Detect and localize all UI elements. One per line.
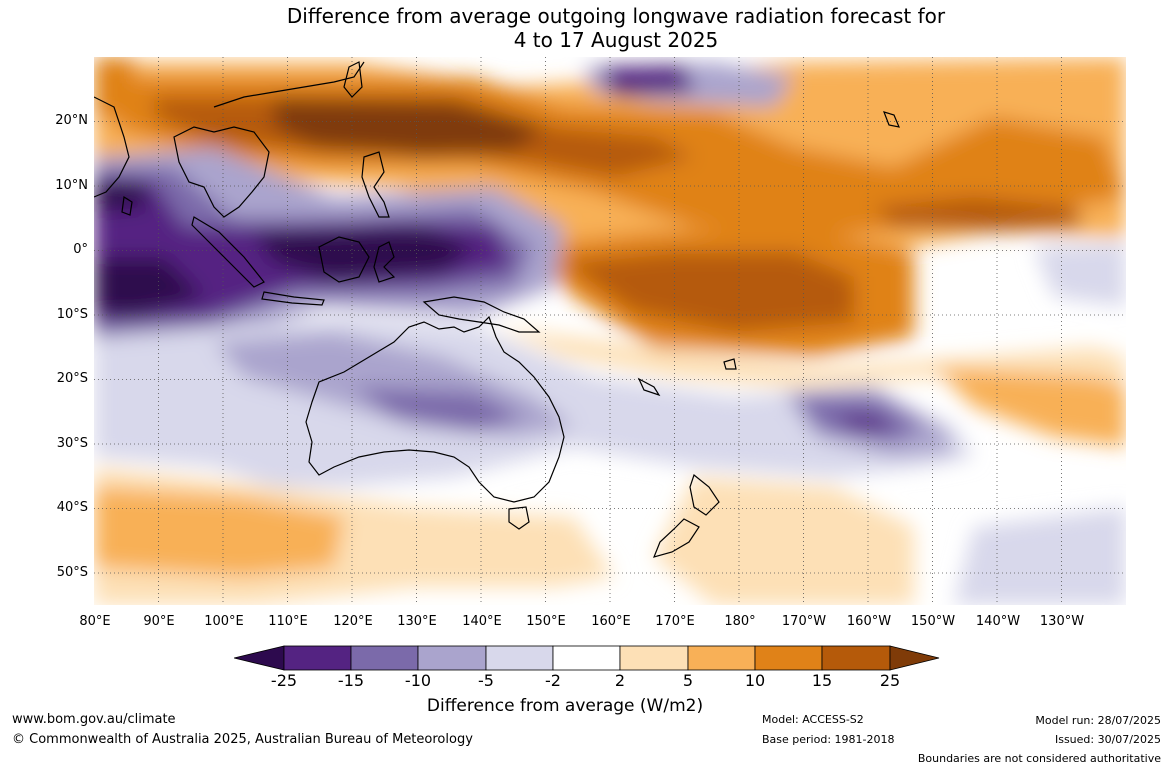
graticule [94, 57, 1126, 605]
base-period: Base period: 1981-2018 [762, 733, 895, 746]
lon-label: 140°W [975, 614, 1021, 629]
new-zealand-north-coast [689, 473, 720, 516]
colorbar-tick: -10 [404, 671, 432, 690]
lat-label: 30°S [56, 436, 88, 451]
lon-label: 110°E [268, 614, 308, 629]
philippines-coast [361, 151, 390, 218]
lon-label: 130°E [397, 614, 437, 629]
borneo-coast [318, 236, 370, 283]
colorbar-bin [417, 645, 487, 671]
lon-label: 160°W [846, 614, 892, 629]
colorbar-bin [485, 645, 554, 671]
tasmania-coast [508, 506, 530, 530]
colorbar-tick: -25 [270, 671, 298, 690]
title-line-1: Difference from average outgoing longwav… [286, 4, 946, 28]
fiji-coast [723, 358, 737, 370]
lat-label: 10°N [55, 178, 88, 193]
colorbar-bin [283, 645, 352, 671]
lon-label: 80°E [79, 614, 111, 629]
colorbar-bin [552, 645, 621, 671]
colorbar-tick: 10 [744, 671, 766, 690]
indochina-coast [173, 126, 270, 218]
java-coast [261, 291, 325, 306]
boundaries-disclaimer: Boundaries are not considered authoritat… [917, 752, 1161, 765]
map-canvas [94, 57, 1126, 605]
issued-date: Issued: 30/07/2025 [1054, 733, 1161, 746]
lat-label: 50°S [56, 565, 88, 580]
olr-anomaly-map [94, 57, 1126, 605]
lat-label: 40°S [56, 500, 88, 515]
anomaly-field [94, 57, 1126, 605]
new-caledonia-coast [637, 377, 661, 397]
lat-label: 10°S [56, 307, 88, 322]
colorbar [234, 645, 940, 671]
lat-label: 0° [73, 242, 88, 257]
sulawesi-coast [373, 241, 396, 283]
map-title: Difference from average outgoing longwav… [0, 4, 1173, 52]
colorbar-label: Difference from average (W/m2) [426, 696, 704, 716]
new-guinea-coast [422, 296, 541, 333]
new-zealand-south-coast [652, 518, 700, 558]
sri-lanka-coast [121, 195, 133, 216]
coastlines [94, 61, 900, 558]
lon-label: 180° [724, 614, 756, 629]
lon-label: 100°E [204, 614, 244, 629]
colorbar-bin [821, 645, 891, 671]
website-link[interactable]: www.bom.gov.au/climate [12, 712, 176, 727]
colorbar-tick: 25 [879, 671, 901, 690]
model-run-date: Model run: 28/07/2025 [1035, 714, 1161, 727]
lat-label: 20°N [55, 113, 88, 128]
colorbar-tick: 5 [682, 671, 694, 690]
colorbar-bin [687, 645, 756, 671]
colorbar-arrow-low [234, 645, 285, 671]
model-name: Model: ACCESS-S2 [762, 713, 864, 726]
lon-label: 140°E [462, 614, 502, 629]
lon-label: 120°E [333, 614, 373, 629]
title-line-2: 4 to 17 August 2025 [513, 28, 719, 52]
australia-coast [305, 315, 565, 503]
asia-coast [213, 61, 365, 108]
india-coast [94, 96, 130, 198]
colorbar-arrow-high [889, 645, 940, 671]
colorbar-bin [350, 645, 419, 671]
colorbar-bin [619, 645, 689, 671]
lon-label: 150°W [910, 614, 956, 629]
lon-label: 150°E [526, 614, 566, 629]
japan-coast [343, 61, 363, 98]
colorbar-tick: -15 [337, 671, 365, 690]
sumatra-coast [191, 216, 265, 288]
lat-label: 20°S [56, 371, 88, 386]
lon-label: 90°E [143, 614, 175, 629]
colorbar-tick: -2 [545, 671, 561, 690]
copyright-text: © Commonwealth of Australia 2025, Austra… [12, 732, 473, 747]
lon-label: 130°W [1039, 614, 1085, 629]
colorbar-tick: 2 [614, 671, 626, 690]
lon-label: 170°W [781, 614, 827, 629]
lon-label: 170°E [655, 614, 695, 629]
lon-label: 160°E [591, 614, 631, 629]
colorbar-tick: -5 [478, 671, 494, 690]
hawaii-coast [883, 111, 900, 128]
colorbar-tick: 15 [811, 671, 833, 690]
colorbar-bin [754, 645, 823, 671]
